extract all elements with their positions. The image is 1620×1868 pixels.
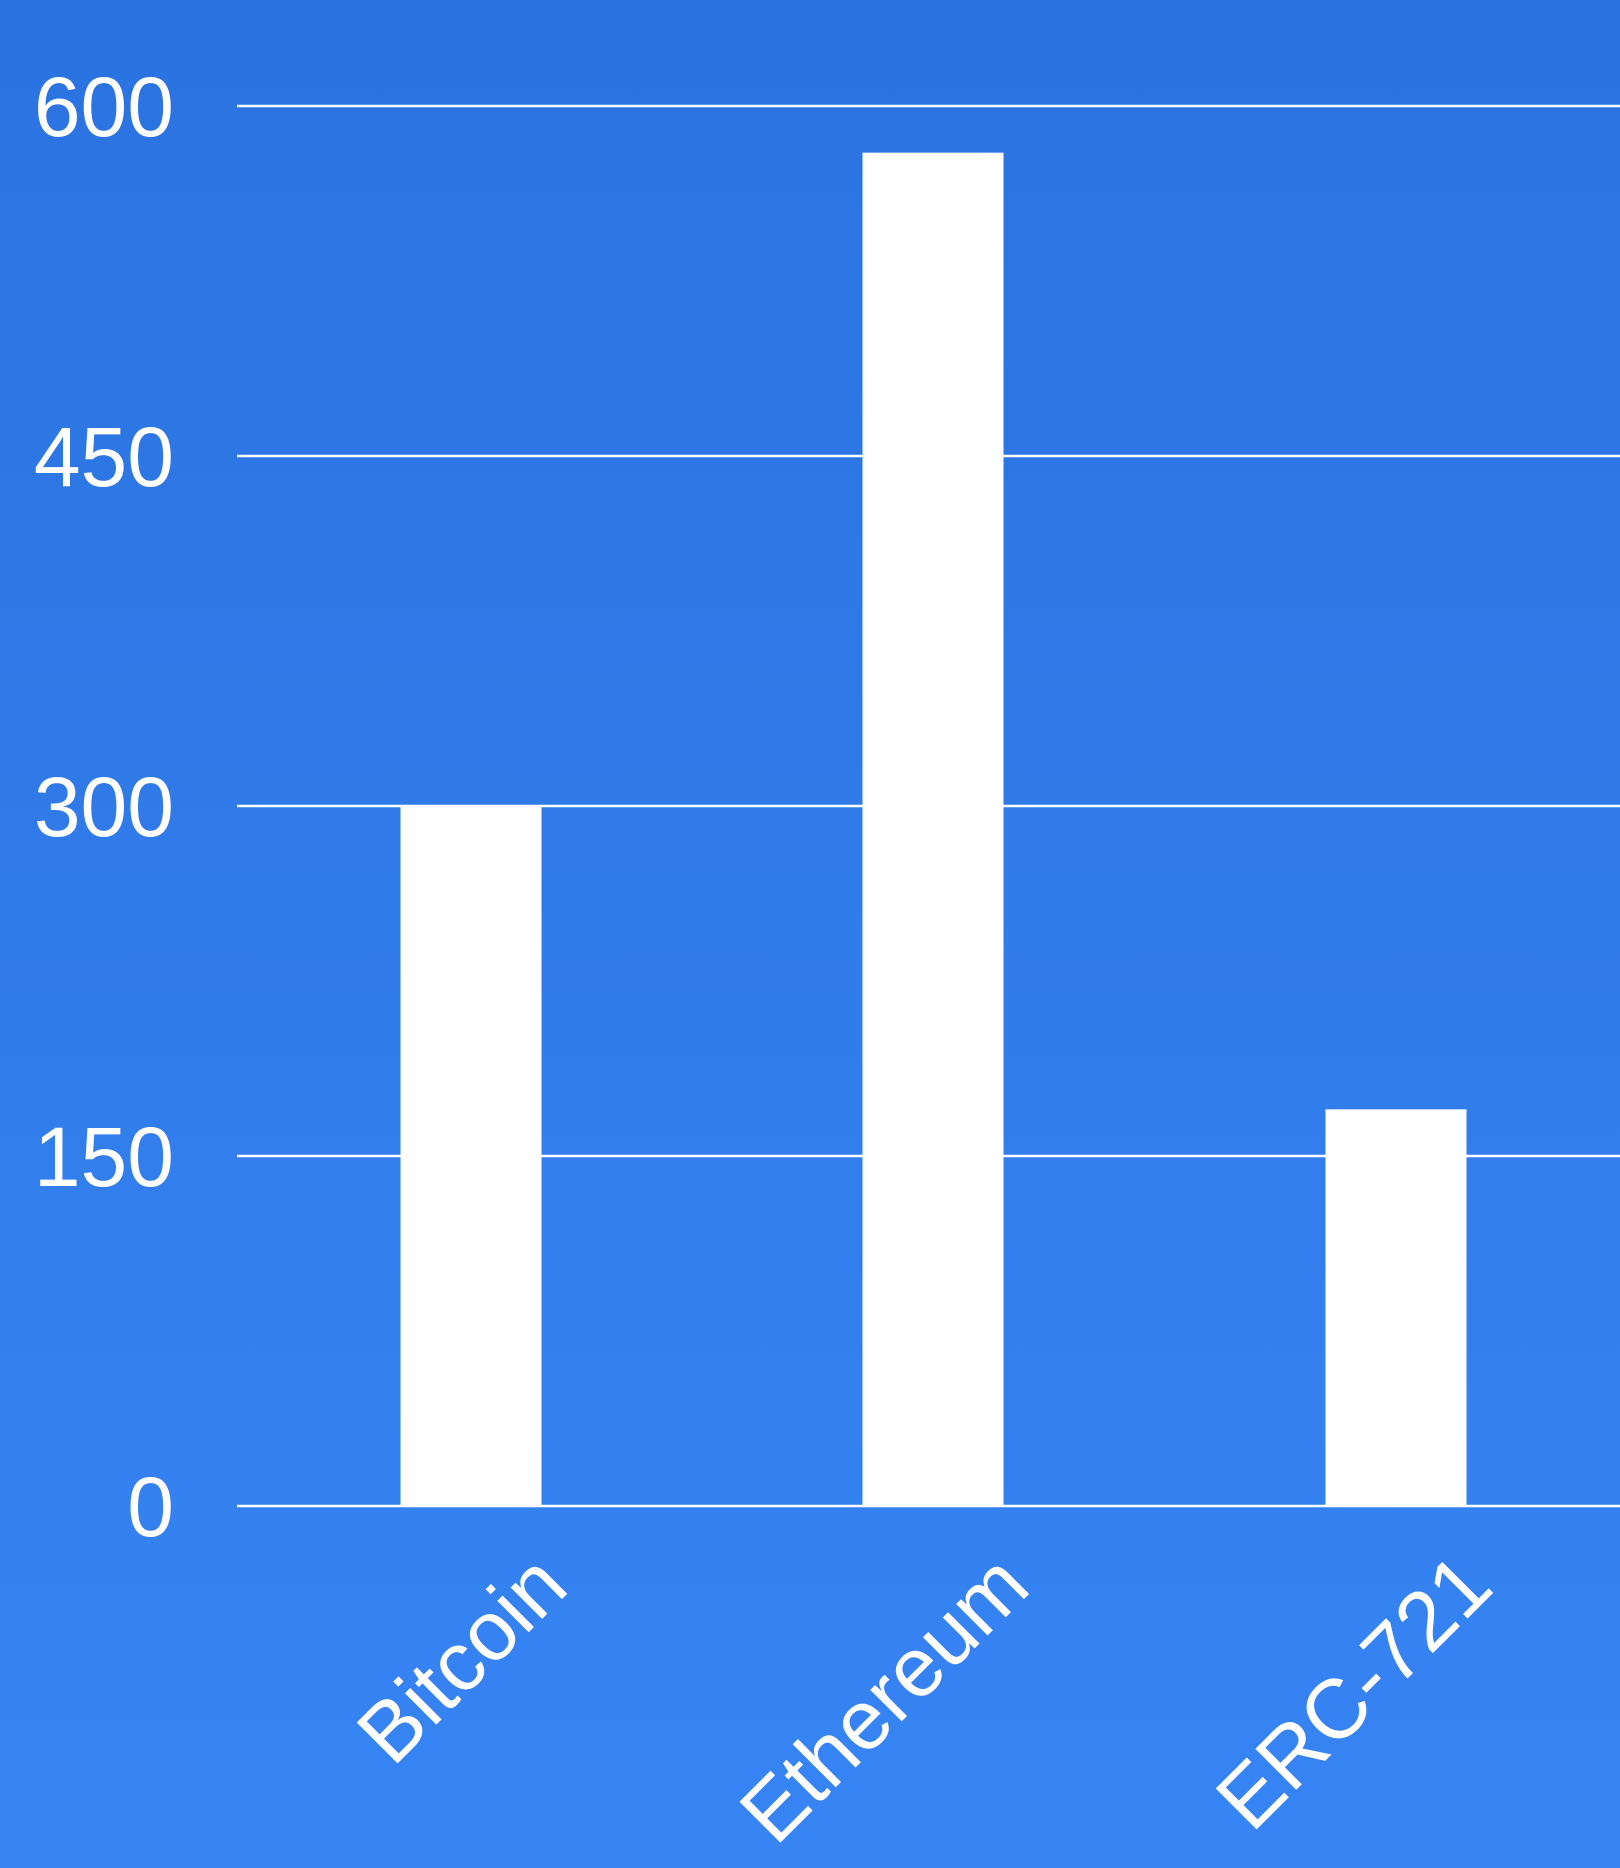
x-category-label-erc-721: ERC-721 <box>1198 1536 1509 1847</box>
y-tick-label-150: 150 <box>34 1110 174 1204</box>
y-axis-tick-labels: 0 150 300 450 600 <box>34 60 174 1554</box>
y-tick-label-0: 0 <box>127 1460 174 1554</box>
x-category-label-ethereum: Ethereum <box>722 1536 1046 1860</box>
bars <box>400 152 1467 1507</box>
x-axis-category-labels: Bitcoin Ethereum ERC-721 <box>339 1536 1509 1860</box>
y-tick-label-600: 600 <box>34 60 174 154</box>
x-category-label-bitcoin: Bitcoin <box>339 1536 584 1781</box>
bar-bitcoin <box>400 806 542 1506</box>
y-tick-label-300: 300 <box>34 760 174 854</box>
bar-erc-721 <box>1325 1109 1467 1506</box>
bar-ethereum <box>862 152 1004 1507</box>
y-tick-label-450: 450 <box>34 410 174 504</box>
